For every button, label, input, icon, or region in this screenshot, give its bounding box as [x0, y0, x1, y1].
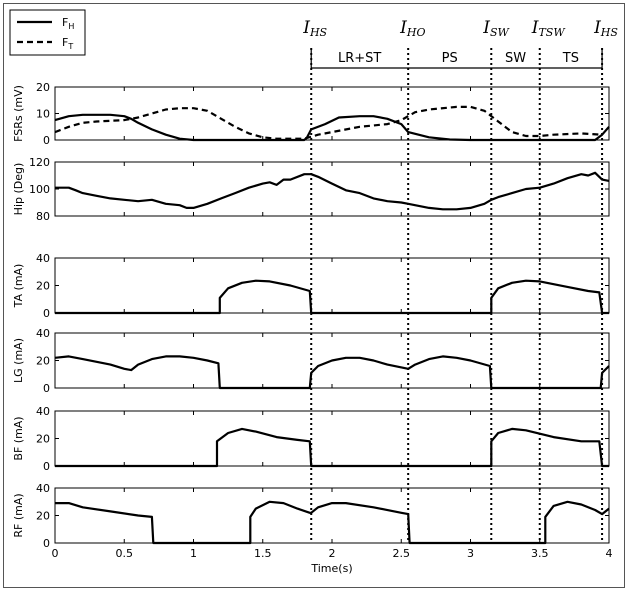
- panel-5-ylabel: BF (mA): [12, 416, 25, 460]
- xtick-label: 1.5: [254, 547, 272, 560]
- panel-3-ytick-label: 0: [43, 307, 50, 320]
- xtick-label: 2: [329, 547, 336, 560]
- series-line-rf: [55, 500, 610, 545]
- xtick-label: 3: [467, 547, 474, 560]
- series-line-lg: [54, 355, 610, 390]
- event-label-subscript: HS: [309, 26, 328, 39]
- event-label-subscript: HS: [600, 26, 619, 39]
- panel-5-axes-box: [54, 410, 610, 467]
- panel-2-ylabel: Hip (Deg): [12, 163, 25, 216]
- legend-box: [9, 9, 86, 56]
- series-line-hip: [55, 171, 610, 211]
- xtick-label: 1: [190, 547, 197, 560]
- xtick-label: 4: [606, 547, 613, 560]
- figure-frame: [3, 3, 625, 588]
- xtick-label: 0: [52, 547, 59, 560]
- event-label-subscript: HO: [406, 26, 426, 39]
- series-line-f-t: [54, 105, 603, 140]
- panel-3-axes-box: [54, 257, 610, 314]
- panel-3-ytick-label: 40: [36, 252, 50, 265]
- xtick-label: 0.5: [116, 547, 134, 560]
- event-label-subscript: TSW: [538, 26, 566, 39]
- legend-label-subscript: T: [67, 42, 73, 51]
- panel-4-ytick-label: 0: [43, 382, 50, 395]
- event-label-ho: IHO: [399, 18, 425, 39]
- xtick-label: 3.5: [531, 547, 549, 560]
- panel-1-axes-box: [54, 86, 610, 141]
- panel-6-ytick-label: 0: [43, 537, 50, 550]
- panel-3-ylabel: TA (mA): [12, 264, 25, 309]
- panel-1-ylabel: FSRs (mV): [12, 85, 25, 142]
- phase-label-sw: SW: [505, 51, 526, 66]
- panel-4-ytick-label: 20: [36, 355, 50, 368]
- panel-5-ytick-label: 40: [36, 405, 50, 418]
- xtick-label: 2.5: [393, 547, 411, 560]
- panel-3-ytick-label: 20: [36, 280, 50, 293]
- series-line-bf: [55, 427, 609, 468]
- event-label-hs: IHS: [302, 18, 327, 39]
- phase-label-lrst: LR+ST: [338, 51, 381, 66]
- legend-label-subscript: H: [68, 22, 74, 31]
- legend-label: FT: [62, 36, 73, 51]
- panel-2-ytick-label: 120: [29, 156, 50, 169]
- panel-6-ytick-label: 20: [36, 510, 50, 523]
- panel-1-ytick-label: 0: [43, 134, 50, 147]
- panel-2-ytick-label: 100: [29, 183, 50, 196]
- series-line-ta: [55, 279, 609, 315]
- event-label-sw: ISW: [482, 18, 510, 39]
- event-label-tsw: ITSW: [531, 18, 567, 39]
- event-label-hs: IHS: [593, 18, 618, 39]
- panel-6-ytick-label: 40: [36, 482, 50, 495]
- panel-4-ylabel: LG (mA): [12, 338, 25, 383]
- panel-4-ytick-label: 40: [36, 327, 50, 340]
- panel-6-ylabel: RF (mA): [12, 493, 25, 537]
- event-label-subscript: SW: [490, 26, 511, 39]
- phase-label-ts: TS: [562, 51, 579, 66]
- panel-1-ytick-label: 20: [36, 81, 50, 94]
- xaxis-label: Time(s): [310, 562, 352, 575]
- panel-2-ytick-label: 80: [36, 210, 50, 223]
- phase-label-ps: PS: [442, 51, 458, 66]
- panel-1-ytick-label: 10: [36, 108, 50, 121]
- panel-5-ytick-label: 0: [43, 460, 50, 473]
- panel-5-ytick-label: 20: [36, 433, 50, 446]
